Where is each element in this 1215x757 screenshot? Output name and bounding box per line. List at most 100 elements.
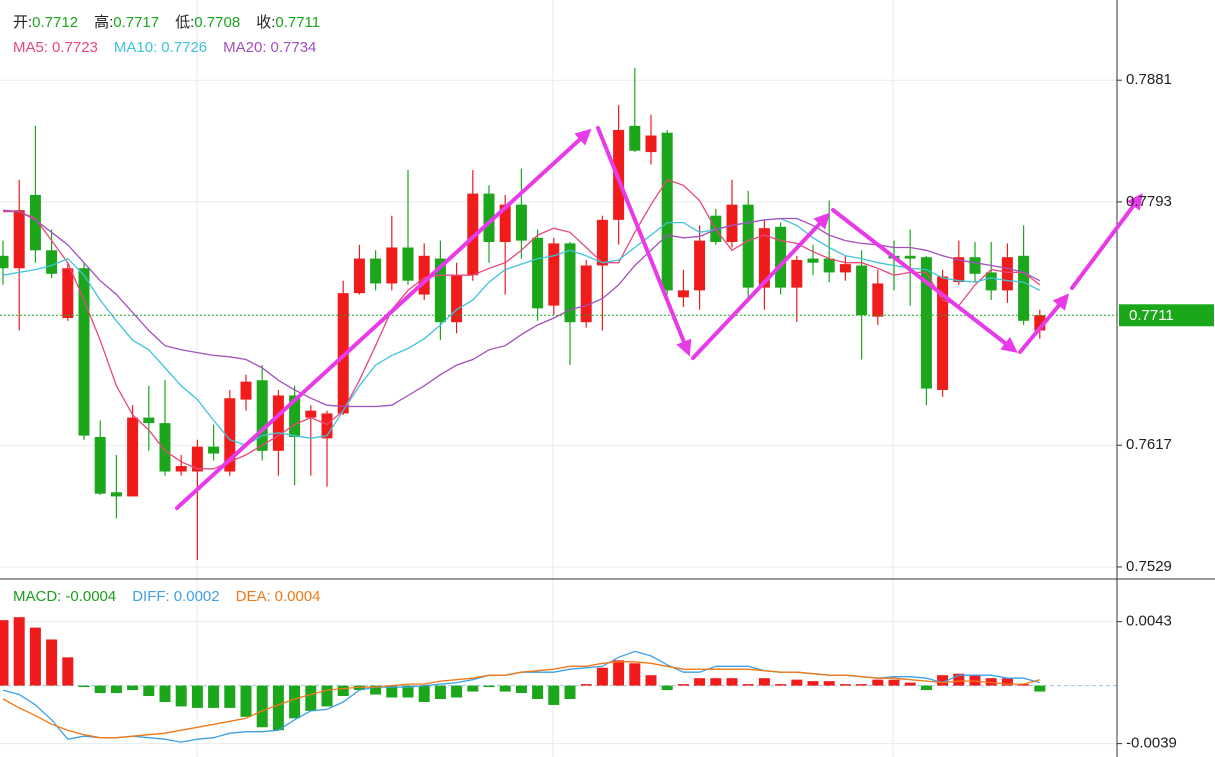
macd-bar [467,685,479,692]
macd-bar [726,678,738,686]
macd-bar [386,685,398,698]
ma-legend: MA5: 0.7723 MA10: 0.7726 MA20: 0.7734 [13,39,316,56]
macd-bar [321,685,333,707]
macd-bar [548,685,560,705]
header-label: 高: [94,14,113,31]
macd-bar [969,675,981,686]
macd-bar [580,684,592,686]
candle-body [191,446,203,472]
y-tick-label: -0.0039 [1126,735,1177,752]
header-value: 0.7712 [32,14,78,31]
macd-bar [272,685,284,731]
macd-bar [13,617,25,686]
macd-bar [175,685,187,707]
trend-arrow [691,212,831,360]
legend-value: 0.7723 [52,39,98,56]
trend-arrow [1070,193,1143,290]
y-tick-label: 0.7529 [1126,558,1172,575]
macd-bar [694,678,706,686]
legend-value: 0.7734 [271,39,317,56]
macd-bar [807,681,819,686]
macd-bar [710,678,722,686]
candle-body [370,258,382,284]
macd-bar [904,682,916,686]
candle-body [256,380,268,451]
candle-body [127,417,139,497]
indicator-line [2,217,1041,447]
macd-bar [208,685,220,708]
trend-arrow [1018,293,1070,354]
macd-bar [353,685,365,691]
macd-bar [1001,678,1013,686]
candle-body [823,258,835,273]
candle-body [175,465,187,472]
candle-body [937,276,949,390]
legend-name: MA10: [114,39,157,56]
candle-body [677,290,689,298]
candle-body [920,257,932,389]
macd-bar [1034,685,1046,692]
macd-bar [46,639,58,686]
y-tick-label: 0.7793 [1126,193,1172,210]
candle-body [321,413,333,439]
macd-legend: MACD: -0.0004 DIFF: 0.0002 DEA: 0.0004 [13,588,321,605]
macd-bar [937,675,949,686]
candle-body [953,257,965,283]
time-grid [196,0,894,757]
candle-body [78,268,90,436]
macd-bar [920,685,932,691]
header-value: 0.7711 [275,14,320,31]
macd-bar [1018,684,1030,686]
candle-body [289,395,301,437]
legend-value: 0.7726 [161,39,207,56]
candle-body [596,219,608,266]
candle-body [13,210,25,269]
candle-body [499,204,511,242]
macd-bar [775,684,787,686]
trend-arrow [175,128,592,510]
macd-bar [888,679,900,686]
candle-body [143,417,155,424]
header-label: 开: [13,14,32,31]
candle-body [451,275,463,323]
y-tick-label: 0.0043 [1126,613,1172,630]
legend-name: MACD: [13,588,61,605]
macd-bar [515,685,527,694]
candle-body [386,247,398,284]
current-price-box [1119,304,1214,327]
macd-bar [434,685,446,699]
candle-body [645,135,657,153]
macd-bar [532,685,544,699]
header-value: 0.7717 [113,14,159,31]
macd-bar [94,685,106,694]
macd-bar [402,685,414,698]
header-value: 0.7708 [194,14,240,31]
candle-body [629,125,641,151]
macd-bar [418,685,430,702]
candle-body [483,193,495,242]
macd-bar [78,685,90,688]
macd-bar [872,679,884,686]
legend-value: 0.0002 [174,588,220,605]
candle-body [29,194,41,251]
candle-body [224,398,236,472]
candle-body [46,250,58,274]
y-tick-label: 0.7617 [1126,436,1172,453]
candle-body [1018,255,1030,321]
macd-bar [62,657,74,686]
candle-body [515,204,527,241]
candle-body [839,264,851,273]
candle-body [969,257,981,274]
macd-bar [337,685,349,697]
macd-bar [742,684,754,686]
candle-body [467,193,479,276]
legend-name: MA20: [223,39,266,56]
macd-bar [677,684,689,686]
candle-body [775,226,787,288]
macd-bar [856,684,868,686]
macd-bar [596,667,608,686]
macd-bar [127,685,139,691]
candle-body [532,237,544,309]
candle-body [580,265,592,323]
indicator-line [2,209,1041,408]
